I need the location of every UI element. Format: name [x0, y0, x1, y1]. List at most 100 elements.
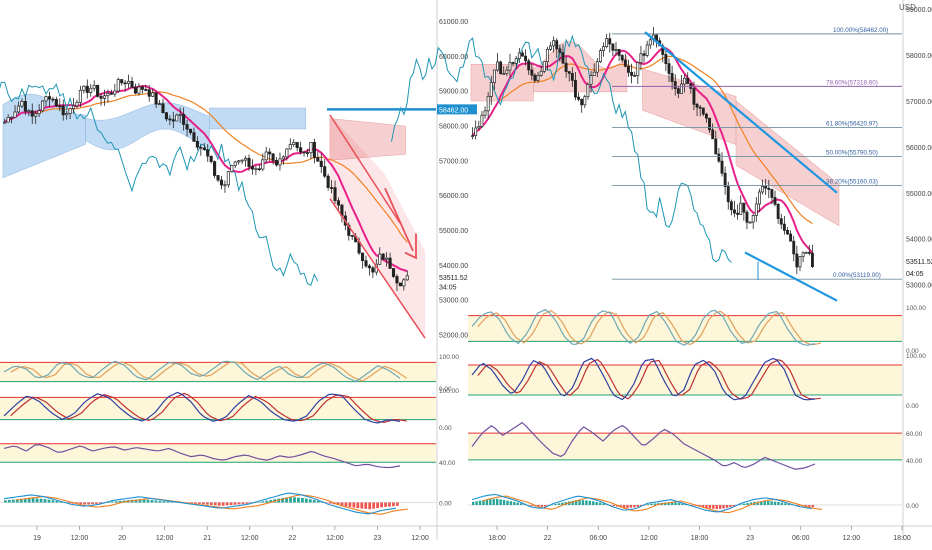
candle-down	[623, 59, 627, 67]
macd-histogram-bar	[478, 500, 482, 505]
candle-down	[695, 103, 699, 108]
indicator-band	[0, 397, 436, 420]
candle-down	[574, 80, 577, 98]
candle-down	[670, 73, 674, 82]
x-tick-label: 22	[544, 535, 552, 542]
price-mark-label: 04:05	[906, 271, 924, 278]
kijun-line	[472, 55, 813, 225]
candle-down	[717, 153, 721, 162]
candle-down	[51, 98, 55, 101]
indicator-tick-label: 40.00	[439, 460, 456, 467]
x-tick-label: 12:00	[411, 535, 429, 542]
candle-down	[168, 118, 172, 121]
macd-histogram-bar	[209, 502, 213, 506]
macd-histogram-bar	[715, 505, 718, 509]
candle-down	[99, 96, 103, 99]
candle-up	[244, 157, 248, 161]
candle-up	[102, 95, 107, 99]
candle-down	[219, 179, 224, 186]
candle-down	[54, 99, 58, 107]
candle-down	[250, 166, 255, 170]
macd-histogram-bar	[557, 503, 561, 505]
macd-histogram-bar	[537, 505, 540, 507]
macd-histogram-bar	[106, 502, 110, 503]
candle-up	[378, 253, 382, 265]
currency-label: USD	[899, 3, 916, 12]
macd-histogram-bar	[670, 501, 674, 505]
macd-histogram-bar	[170, 501, 174, 503]
candle-up	[536, 75, 540, 81]
macd-histogram-bar	[27, 498, 31, 503]
x-tick-label: 12:00	[326, 535, 344, 542]
candle-down	[268, 151, 272, 155]
price-mark-label: 53511.52	[906, 259, 932, 266]
candle-down	[147, 89, 151, 97]
candle-up	[748, 221, 752, 224]
candle-down	[188, 128, 193, 133]
candle-down	[161, 103, 165, 114]
candle-down	[391, 268, 396, 277]
y-tick-label: 54000.00	[439, 263, 468, 270]
candle-down	[729, 201, 733, 211]
candle-up	[483, 110, 487, 116]
macd-histogram-bar	[544, 505, 547, 507]
indicator-tick-label: 0.00	[906, 503, 919, 510]
candle-up	[233, 161, 237, 166]
macd-histogram-bar	[269, 499, 273, 503]
macd-histogram-bar	[619, 505, 622, 508]
candle-down	[580, 99, 584, 106]
candle-up	[10, 116, 14, 119]
macd-histogram-bar	[674, 502, 677, 505]
indicator-tick-label: 100.00	[906, 305, 926, 312]
indicator-band	[468, 315, 902, 342]
macd-histogram-bar	[221, 502, 225, 506]
macd-histogram-bar	[384, 502, 387, 507]
candle-down	[381, 253, 385, 260]
candle-down	[371, 267, 375, 273]
ichimoku-cloud	[735, 100, 840, 227]
candle-up	[75, 102, 79, 107]
candle-down	[533, 74, 537, 81]
macd-histogram-bar	[729, 505, 732, 508]
candle-up	[636, 62, 640, 76]
candle-up	[583, 96, 587, 106]
candle-down	[701, 107, 705, 115]
macd-histogram-bar	[47, 499, 51, 503]
indicator-tick-label: 0.00	[439, 501, 452, 508]
macd-histogram-bar	[725, 505, 729, 508]
candle-up	[113, 90, 117, 95]
macd-histogram-bar	[241, 502, 245, 505]
candle-up	[16, 105, 21, 113]
macd-histogram-bar	[344, 502, 348, 507]
macd-histogram-bar	[162, 501, 166, 503]
candle-down	[664, 54, 668, 64]
macd-histogram-bar	[364, 502, 368, 509]
candle-up	[278, 158, 282, 166]
candle-up	[116, 79, 120, 92]
x-tick-label: 19	[33, 535, 41, 542]
candle-down	[567, 71, 571, 74]
candle-down	[330, 187, 334, 189]
x-tick-label: 23	[746, 535, 754, 542]
x-tick-label: 18:00	[691, 535, 709, 542]
macd-histogram-bar	[640, 505, 643, 506]
candle-down	[319, 160, 323, 167]
macd-histogram-bar	[360, 502, 364, 509]
macd-histogram-bar	[550, 504, 554, 506]
candle-down	[213, 161, 217, 176]
candle-down	[676, 88, 680, 94]
candle-down	[274, 160, 279, 166]
macd-histogram-bar	[316, 500, 320, 503]
candle-down	[398, 282, 402, 287]
candle-down	[171, 119, 175, 122]
macd-histogram-bar	[643, 505, 646, 506]
candle-up	[605, 38, 609, 48]
candle-down	[316, 157, 320, 162]
macd-histogram-bar	[705, 505, 708, 508]
candle-down	[524, 55, 528, 62]
candle-up	[309, 141, 313, 154]
y-tick-label: 52000.00	[439, 333, 468, 340]
candle-down	[620, 55, 624, 61]
candle-down	[667, 63, 671, 74]
macd-histogram-bar	[293, 497, 296, 503]
